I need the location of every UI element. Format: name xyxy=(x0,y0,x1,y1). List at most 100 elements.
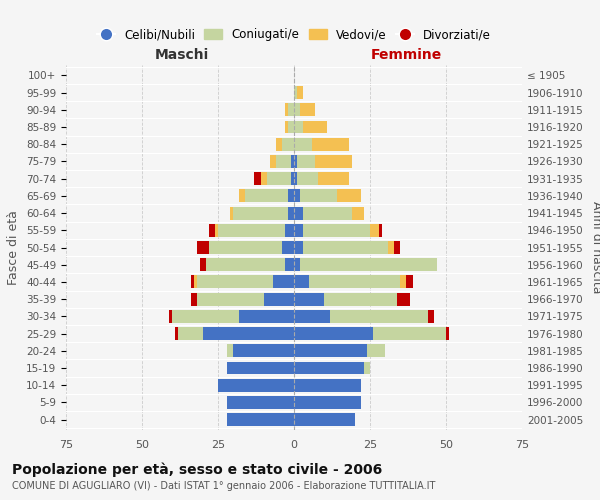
Bar xyxy=(206,258,285,271)
Bar xyxy=(194,276,197,288)
Bar xyxy=(288,120,294,134)
Bar xyxy=(294,120,303,134)
Bar xyxy=(309,276,400,288)
Bar xyxy=(209,224,215,236)
Bar xyxy=(266,172,291,185)
Bar xyxy=(260,172,266,185)
Bar xyxy=(169,310,172,323)
Bar xyxy=(197,241,209,254)
Bar xyxy=(218,379,294,392)
Bar xyxy=(294,396,361,409)
Y-axis label: Anni di nascita: Anni di nascita xyxy=(590,201,600,294)
Y-axis label: Fasce di età: Fasce di età xyxy=(7,210,20,285)
Bar xyxy=(294,138,312,150)
Bar xyxy=(282,241,294,254)
Bar xyxy=(400,276,406,288)
Bar xyxy=(367,344,385,358)
Bar xyxy=(209,241,282,254)
Bar xyxy=(285,120,288,134)
Bar xyxy=(297,86,303,99)
Bar xyxy=(294,413,355,426)
Bar xyxy=(294,224,303,236)
Bar xyxy=(337,190,361,202)
Bar xyxy=(294,379,361,392)
Bar xyxy=(303,120,328,134)
Bar xyxy=(178,327,203,340)
Bar xyxy=(197,276,273,288)
Bar xyxy=(312,138,349,150)
Bar xyxy=(245,190,288,202)
Bar xyxy=(394,241,400,254)
Bar xyxy=(227,396,294,409)
Bar xyxy=(239,310,294,323)
Bar xyxy=(319,172,349,185)
Bar xyxy=(379,224,382,236)
Bar xyxy=(276,138,282,150)
Bar xyxy=(285,104,288,116)
Bar xyxy=(406,276,413,288)
Bar xyxy=(294,310,331,323)
Legend: Celibi/Nubili, Coniugati/e, Vedovi/e, Divorziati/e: Celibi/Nubili, Coniugati/e, Vedovi/e, Di… xyxy=(92,24,496,46)
Bar xyxy=(191,276,194,288)
Bar xyxy=(282,138,294,150)
Bar xyxy=(285,258,294,271)
Bar xyxy=(352,206,364,220)
Bar xyxy=(291,155,294,168)
Bar xyxy=(230,206,233,220)
Bar xyxy=(227,344,233,358)
Bar xyxy=(303,241,388,254)
Bar xyxy=(303,224,370,236)
Bar xyxy=(233,344,294,358)
Bar xyxy=(288,104,294,116)
Bar xyxy=(175,327,178,340)
Bar xyxy=(294,292,325,306)
Bar xyxy=(227,413,294,426)
Bar xyxy=(203,327,294,340)
Bar xyxy=(300,190,337,202)
Bar xyxy=(197,292,263,306)
Bar xyxy=(315,155,352,168)
Bar xyxy=(331,310,428,323)
Bar xyxy=(294,190,300,202)
Bar xyxy=(215,224,218,236)
Bar xyxy=(276,155,291,168)
Bar xyxy=(285,224,294,236)
Bar xyxy=(428,310,434,323)
Bar xyxy=(397,292,410,306)
Bar xyxy=(227,362,294,374)
Text: Femmine: Femmine xyxy=(371,48,442,62)
Bar xyxy=(288,190,294,202)
Bar xyxy=(200,258,206,271)
Bar xyxy=(325,292,397,306)
Text: COMUNE DI AGUGLIARO (VI) - Dati ISTAT 1° gennaio 2006 - Elaborazione TUTTITALIA.: COMUNE DI AGUGLIARO (VI) - Dati ISTAT 1°… xyxy=(12,481,436,491)
Bar xyxy=(294,276,309,288)
Bar xyxy=(294,258,300,271)
Text: Popolazione per età, sesso e stato civile - 2006: Popolazione per età, sesso e stato civil… xyxy=(12,462,382,477)
Bar xyxy=(172,310,239,323)
Bar xyxy=(291,172,294,185)
Bar xyxy=(239,190,245,202)
Bar xyxy=(364,362,370,374)
Bar xyxy=(300,258,437,271)
Bar xyxy=(191,292,197,306)
Bar xyxy=(273,276,294,288)
Bar xyxy=(446,327,449,340)
Bar xyxy=(303,206,352,220)
Bar xyxy=(294,155,297,168)
Bar xyxy=(218,224,285,236)
Bar xyxy=(269,155,276,168)
Bar xyxy=(294,241,303,254)
Bar xyxy=(294,327,373,340)
Bar xyxy=(294,172,297,185)
Bar xyxy=(294,206,303,220)
Bar xyxy=(294,362,364,374)
Bar xyxy=(288,206,294,220)
Bar xyxy=(263,292,294,306)
Bar xyxy=(388,241,394,254)
Bar xyxy=(254,172,260,185)
Bar xyxy=(294,86,297,99)
Text: Maschi: Maschi xyxy=(154,48,209,62)
Bar xyxy=(370,224,379,236)
Bar xyxy=(294,344,367,358)
Bar xyxy=(294,104,300,116)
